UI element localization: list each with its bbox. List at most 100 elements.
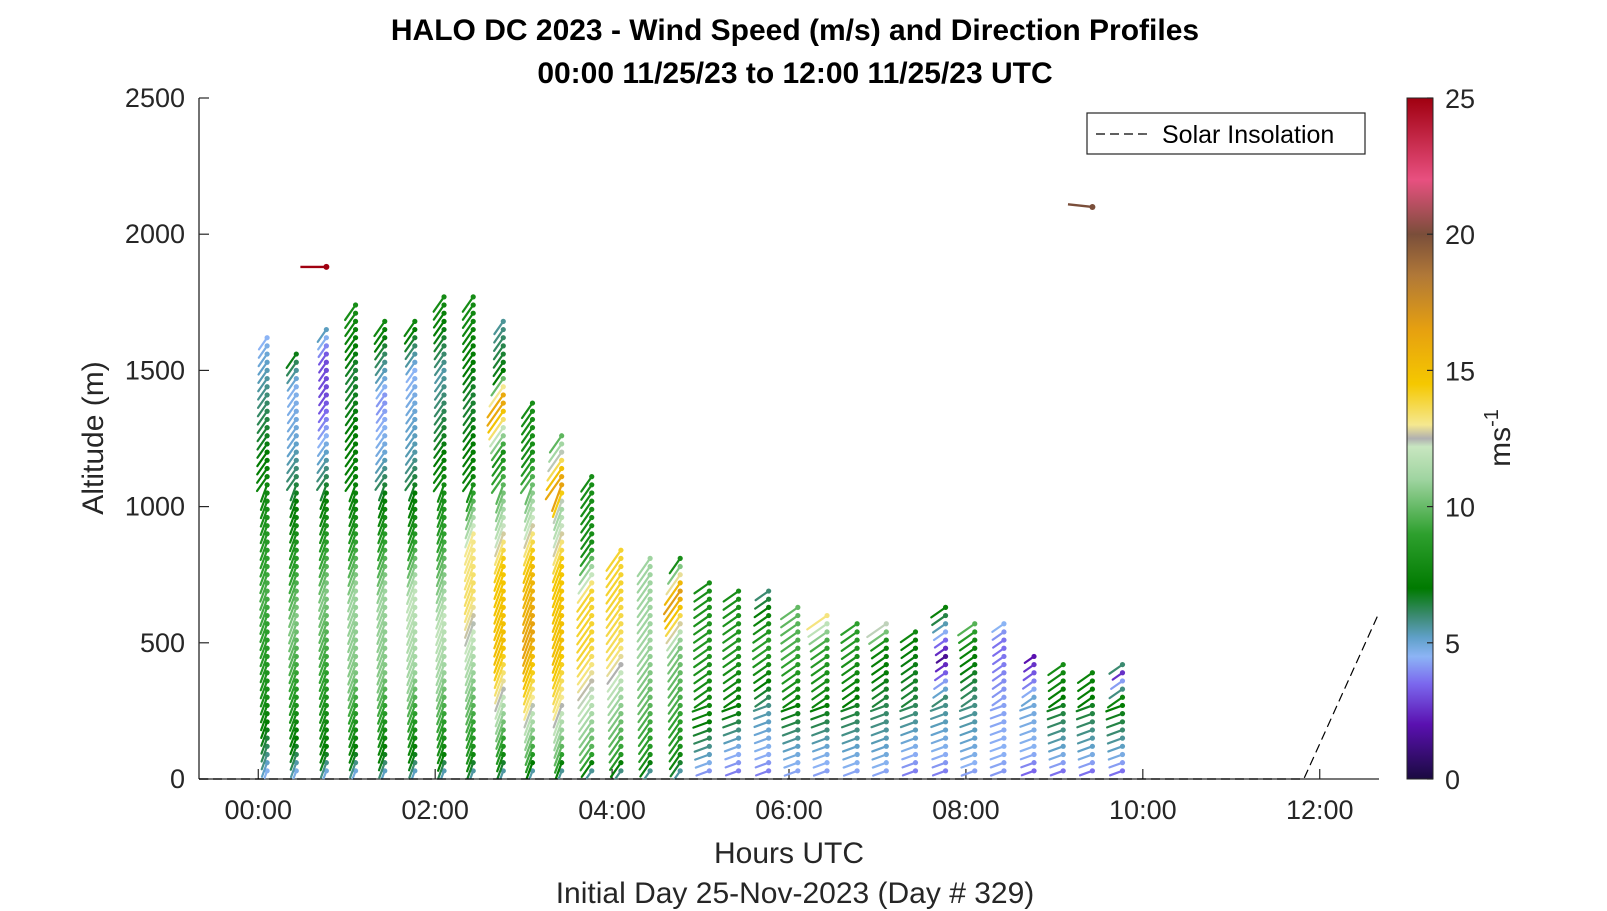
wind-vector-shaft: [493, 328, 505, 344]
wind-vector-head: [323, 621, 329, 627]
wind-vector-shaft: [493, 549, 505, 575]
wind-vector-shaft: [462, 369, 475, 386]
wind-vector-shaft: [958, 704, 976, 712]
wind-vector: [663, 596, 683, 623]
wind-vector-shaft: [523, 720, 534, 744]
wind-vector-head: [1119, 727, 1126, 733]
wind-vector-head: [412, 482, 418, 488]
wind-vector-head: [441, 433, 447, 439]
wind-vector-head: [912, 711, 919, 717]
wind-vector-shaft: [692, 720, 711, 729]
wind-vector: [375, 441, 388, 457]
wind-vector-head: [412, 645, 418, 651]
wind-vector: [959, 743, 978, 753]
wind-vector: [318, 392, 329, 407]
wind-vector: [289, 719, 299, 740]
wind-vector-shaft: [667, 688, 682, 707]
wind-vector-head: [323, 694, 329, 700]
wind-vector: [552, 547, 565, 575]
wind-vector-shaft: [578, 565, 593, 586]
wind-vector-head: [559, 596, 565, 602]
wind-vector: [465, 735, 476, 757]
wind-vector-shaft: [871, 696, 888, 708]
wind-vector: [841, 678, 860, 693]
wind-vector-shaft: [722, 614, 740, 628]
wind-vector: [872, 768, 889, 777]
wind-vector: [407, 711, 418, 733]
wind-vector-head: [942, 735, 949, 741]
wind-vector-shaft: [465, 728, 475, 750]
wind-vector-shaft: [377, 508, 386, 528]
wind-vector-head: [264, 612, 270, 619]
wind-vector-head: [618, 653, 624, 660]
wind-vector-head: [706, 694, 712, 700]
wind-vector-head: [441, 310, 447, 316]
wind-vector-head: [470, 604, 476, 610]
wind-vector-shaft: [435, 696, 446, 718]
wind-vector-head: [264, 506, 270, 512]
wind-vector: [433, 335, 447, 353]
wind-vector-shaft: [288, 606, 298, 629]
wind-vector-shaft: [318, 606, 328, 628]
wind-vector: [433, 392, 447, 409]
wind-vector-head: [677, 727, 683, 733]
wind-vector-shaft: [605, 565, 623, 589]
wind-vector: [1076, 727, 1096, 737]
wind-vector-head: [293, 711, 299, 717]
wind-vector: [257, 335, 270, 351]
wind-vector-head: [766, 719, 772, 725]
wind-vector-shaft: [406, 565, 416, 588]
wind-vector-shaft: [432, 467, 446, 484]
wind-vector: [991, 621, 1007, 633]
wind-vector-shaft: [463, 573, 475, 599]
wind-vector-shaft: [376, 614, 386, 637]
wind-vector: [490, 441, 506, 462]
wind-vector-shaft: [580, 508, 593, 526]
wind-vector: [463, 547, 476, 574]
wind-vector-shaft: [547, 451, 563, 473]
wind-vector-shaft: [406, 647, 416, 670]
wind-vector-head: [912, 637, 919, 643]
wind-vector: [551, 612, 565, 642]
wind-vector-shaft: [605, 630, 623, 654]
wind-vector-shaft: [256, 426, 269, 443]
wind-vector-shaft: [463, 557, 475, 583]
wind-vector: [667, 670, 683, 691]
wind-vector-head: [883, 686, 889, 692]
wind-vector-shaft: [781, 663, 799, 677]
wind-vector-shaft: [751, 638, 770, 653]
wind-vector: [347, 539, 359, 562]
wind-vector-shaft: [464, 524, 475, 549]
wind-vector-head: [352, 661, 359, 668]
wind-vector-shaft: [376, 671, 386, 694]
wind-vector-head: [382, 596, 388, 602]
wind-vector-shaft: [464, 638, 475, 663]
wind-vector-shaft: [580, 516, 593, 534]
wind-vector-head: [412, 506, 418, 512]
wind-vector-head: [589, 735, 595, 741]
wind-vector: [373, 326, 388, 345]
wind-vector-head: [441, 302, 447, 308]
wind-vector: [376, 686, 388, 710]
wind-vector-shaft: [406, 688, 416, 710]
wind-vector-head: [972, 711, 978, 717]
wind-vector: [469, 768, 476, 779]
colorbar-tick-label: 20: [1445, 220, 1475, 250]
wind-vector-head: [706, 678, 712, 684]
wind-vector-head: [559, 670, 565, 676]
wind-vector: [347, 711, 359, 733]
wind-vector-head: [441, 612, 447, 619]
wind-vector-head: [647, 702, 653, 709]
wind-vector: [752, 661, 772, 677]
wind-vector-head: [264, 498, 270, 504]
wind-vector-head: [1119, 694, 1126, 700]
wind-vector-shaft: [522, 647, 534, 675]
wind-vector: [989, 702, 1007, 712]
wind-vector-head: [293, 474, 299, 480]
wind-vector-head: [647, 678, 653, 684]
wind-vector-shaft: [580, 475, 593, 493]
wind-vector-head: [735, 629, 742, 635]
wind-vector: [255, 474, 270, 493]
wind-vector: [666, 637, 683, 659]
wind-vector: [1046, 711, 1066, 721]
